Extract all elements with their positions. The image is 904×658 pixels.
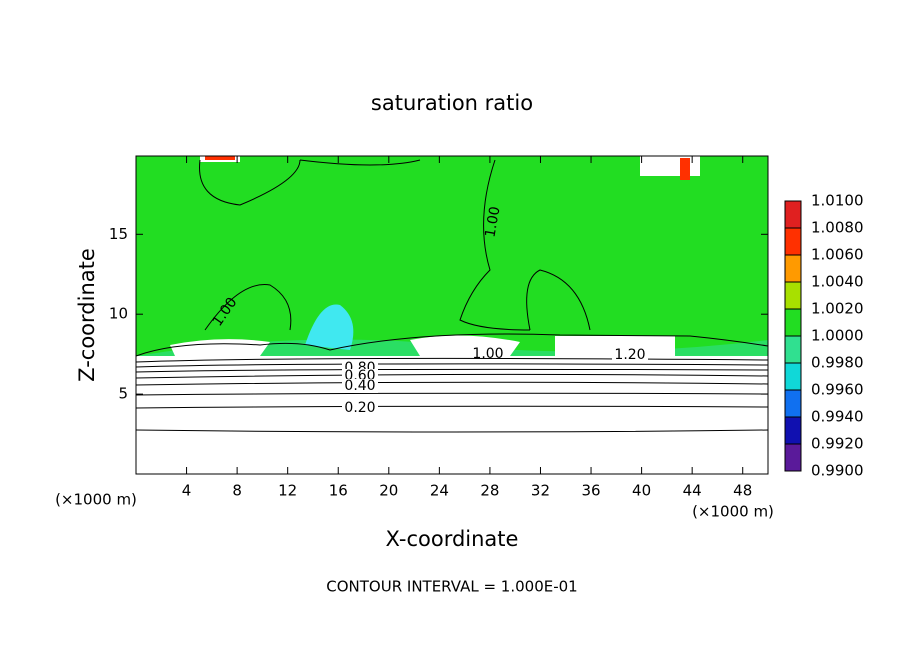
x-tick-label: 12 [278, 482, 297, 500]
x-axis-label: X-coordinate [386, 527, 519, 551]
x-tick-label: 40 [632, 482, 651, 500]
colorbar-swatch [785, 363, 801, 390]
colorbar-tick-label: 0.9900 [811, 462, 864, 480]
contour-label-bg [612, 348, 648, 362]
colorbar-swatch [785, 417, 801, 444]
x-tick-label: 8 [232, 482, 242, 500]
colorbar-tick-label: 1.0100 [811, 192, 864, 210]
colorbar-tick-label: 1.0040 [811, 273, 864, 291]
x-tick-label: 20 [379, 482, 398, 500]
contour-label: 0.40 [344, 378, 375, 394]
colorbar-tick-label: 1.0080 [811, 219, 864, 237]
chart-title: saturation ratio [371, 91, 533, 115]
y-tick-label: 10 [109, 305, 128, 323]
x-tick-label: 28 [480, 482, 499, 500]
colorbar-swatch [785, 336, 801, 363]
colorbar-tick-label: 1.0060 [811, 246, 864, 264]
colorbar-swatch [785, 228, 801, 255]
x-unit: (×1000 m) [55, 491, 137, 509]
contour-label: 1.00 [482, 205, 503, 238]
x-tick-label: 32 [531, 482, 550, 500]
plot-frame [135, 155, 769, 475]
field [135, 156, 769, 474]
colorbar-tick-label: 0.9960 [811, 381, 864, 399]
colorbar-swatch [785, 282, 801, 309]
y-tick-label: 15 [109, 225, 128, 243]
x-tick-label: 4 [182, 482, 192, 500]
colorbar-swatch [785, 390, 801, 417]
colorbar-swatch [785, 255, 801, 282]
colorbar-tick-label: 1.0000 [811, 327, 864, 345]
x-tick-label: 36 [581, 482, 600, 500]
x-tick-label: 16 [329, 482, 348, 500]
y-unit: (×1000 m) [692, 503, 774, 521]
contour-label-bg [342, 401, 378, 415]
colorbar-tick-label: 0.9980 [811, 354, 864, 372]
x-tick-label: 24 [430, 482, 449, 500]
x-tick-label: 44 [683, 482, 702, 500]
colorbar-tick-label: 1.0020 [811, 300, 864, 318]
contour-label: 1.00 [472, 346, 503, 362]
y-axis-label: Z-coordinate [75, 248, 99, 382]
colorbar-swatch [785, 201, 801, 228]
colorbar-tick-label: 0.9940 [811, 408, 864, 426]
colorbar-swatch [785, 444, 801, 471]
colorbar-swatch [785, 309, 801, 336]
x-tick-label: 48 [733, 482, 752, 500]
y-tick-label: 5 [118, 385, 128, 403]
colorbar-tick-label: 0.9920 [811, 435, 864, 453]
contour-label: 0.20 [344, 400, 375, 416]
contour-label: 1.20 [614, 347, 645, 363]
footer: CONTOUR INTERVAL = 1.000E-01 [326, 578, 577, 596]
contour-label-bg [342, 379, 378, 393]
